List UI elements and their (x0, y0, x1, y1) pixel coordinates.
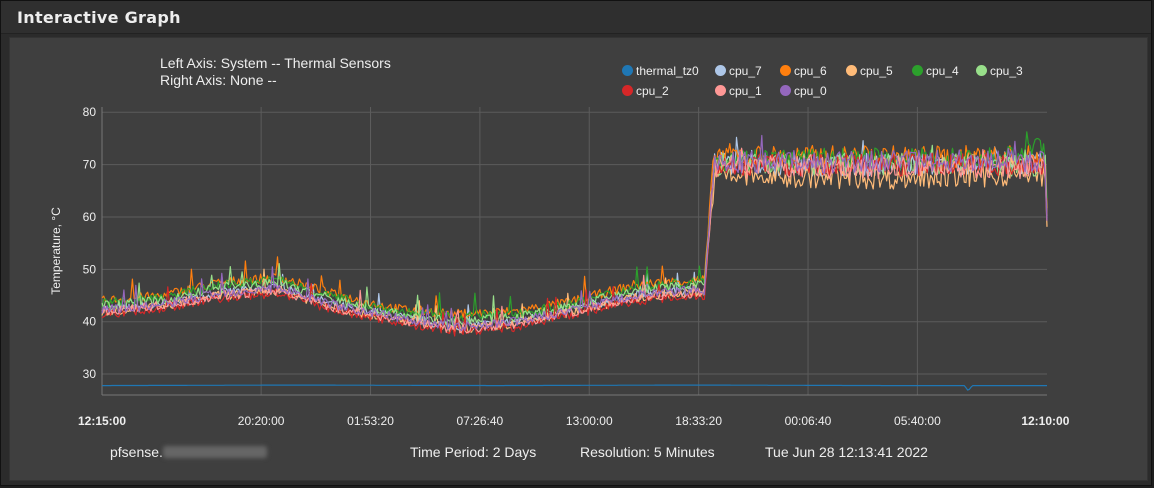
legend-item[interactable]: cpu_7 (715, 64, 762, 78)
legend-swatch (780, 85, 791, 96)
legend-swatch (976, 65, 987, 76)
legend-item[interactable]: cpu_1 (715, 84, 762, 98)
series-line-cpu-5 (101, 151, 1048, 334)
x-tick-label: 12:15:00 (78, 414, 126, 428)
legend-label: thermal_tz0 (636, 64, 699, 78)
redacted-hostname (162, 446, 267, 458)
series-line-cpu-2 (101, 149, 1048, 337)
x-tick-label: 05:40:00 (894, 414, 941, 428)
legend-label: cpu_4 (926, 64, 959, 78)
legend-item[interactable]: cpu_0 (780, 84, 827, 98)
timestamp: Tue Jun 28 12:13:41 2022 (765, 444, 928, 460)
graph-body: 30 40 50 60 70 80 12:15:00 20:20:00 01:53:20 07:2… (9, 37, 1148, 481)
legend-swatch (715, 65, 726, 76)
y-tick-label: 30 (83, 367, 97, 381)
legend-item[interactable]: cpu_5 (846, 64, 893, 78)
y-tick-label: 70 (83, 158, 97, 172)
series-line-cpu-1 (101, 147, 1048, 334)
y-tick-label: 40 (83, 315, 97, 329)
y-tick-label: 50 (83, 262, 97, 276)
hostname-prefix: pfsense. (110, 444, 163, 460)
legend-item[interactable]: cpu_3 (976, 64, 1023, 78)
left-axis-label: Left Axis: System -- Thermal Sensors (160, 55, 391, 71)
legend-swatch (622, 65, 633, 76)
x-tick-label: 01:53:20 (347, 414, 394, 428)
legend-swatch (622, 85, 633, 96)
legend-item[interactable]: cpu_2 (622, 84, 669, 98)
x-tick-label: 20:20:00 (238, 414, 285, 428)
y-tick-label: 60 (83, 210, 97, 224)
resolution: Resolution: 5 Minutes (580, 444, 715, 460)
panel-title: Interactive Graph (17, 8, 181, 27)
legend-label: cpu_6 (794, 64, 827, 78)
right-axis-label: Right Axis: None -- (160, 72, 277, 88)
hostname: pfsense. (110, 444, 267, 460)
x-tick-label: 07:26:40 (457, 414, 504, 428)
time-period: Time Period: 2 Days (410, 444, 537, 460)
legend-item[interactable]: cpu_6 (780, 64, 827, 78)
series-line-thermal-tz0 (102, 384, 1047, 391)
legend-label: cpu_3 (990, 64, 1023, 78)
x-tick-label: 13:00:00 (566, 414, 613, 428)
legend-label: cpu_7 (729, 64, 762, 78)
panel-header: Interactive Graph (1, 1, 1151, 34)
y-tick-label: 80 (83, 105, 97, 119)
legend-swatch (780, 65, 791, 76)
x-tick-label: 12:10:00 (1021, 414, 1069, 428)
legend-label: cpu_1 (729, 84, 762, 98)
legend-item[interactable]: cpu_4 (912, 64, 959, 78)
temperature-chart[interactable]: 30 40 50 60 70 80 12:15:00 20:20:00 01:53:20 07:2… (10, 38, 1147, 480)
legend-swatch (846, 65, 857, 76)
series-line-cpu-0 (101, 134, 1048, 332)
legend-item[interactable]: thermal_tz0 (622, 64, 699, 78)
y-axis-label: Temperature, °C (49, 207, 63, 295)
legend-label: cpu_5 (860, 64, 893, 78)
x-tick-label: 00:06:40 (785, 414, 832, 428)
legend-swatch (912, 65, 923, 76)
x-tick-label: 18:33:20 (675, 414, 722, 428)
legend-label: cpu_2 (636, 84, 669, 98)
legend-label: cpu_0 (794, 84, 827, 98)
legend-swatch (715, 85, 726, 96)
axis-info: Left Axis: System -- Thermal Sensors Rig… (160, 55, 391, 89)
